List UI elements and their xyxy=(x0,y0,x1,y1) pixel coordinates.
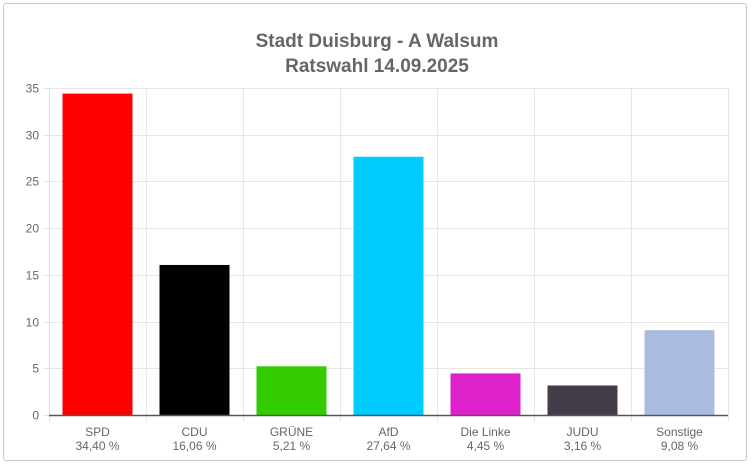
y-tick-label: 0 xyxy=(32,409,39,423)
x-tick-label: Die Linke xyxy=(460,425,510,439)
bar-grüne xyxy=(256,366,327,415)
x-value-label: 4,45 % xyxy=(467,439,505,453)
chart-subtitle: Ratswahl 14.09.2025 xyxy=(285,56,469,77)
bar-die-linke xyxy=(450,373,521,415)
bar-sonstige xyxy=(644,330,715,415)
y-axis: 0 5 10 15 20 25 30 35 xyxy=(26,82,50,423)
x-tick-label: Sonstige xyxy=(656,425,703,439)
y-tick-label: 20 xyxy=(26,222,40,236)
x-value-label: 16,06 % xyxy=(172,439,216,453)
x-tick-label: AfD xyxy=(378,425,398,439)
bar-cdu xyxy=(159,264,230,415)
x-tick-label: JUDU xyxy=(567,425,599,439)
bar-judu xyxy=(547,385,618,415)
bar-spd xyxy=(62,93,133,415)
x-value-label: 9,08 % xyxy=(661,439,699,453)
x-value-label: 27,64 % xyxy=(366,439,410,453)
y-tick-label: 25 xyxy=(26,175,40,189)
x-tick-label: SPD xyxy=(85,425,110,439)
x-value-label: 5,21 % xyxy=(273,439,311,453)
x-value-label: 3,16 % xyxy=(564,439,602,453)
bar-afd xyxy=(353,156,424,415)
x-tick-label: GRÜNE xyxy=(270,425,313,439)
x-tick-label: CDU xyxy=(182,425,208,439)
chart-title: Stadt Duisburg - A Walsum xyxy=(255,31,499,52)
y-tick-label: 15 xyxy=(26,269,40,283)
y-tick-label: 10 xyxy=(26,316,40,330)
y-tick-label: 35 xyxy=(26,82,40,96)
y-tick-label: 5 xyxy=(32,362,39,376)
bars xyxy=(62,93,715,415)
x-value-label: 34,40 % xyxy=(75,439,119,453)
y-tick-label: 30 xyxy=(26,129,40,143)
